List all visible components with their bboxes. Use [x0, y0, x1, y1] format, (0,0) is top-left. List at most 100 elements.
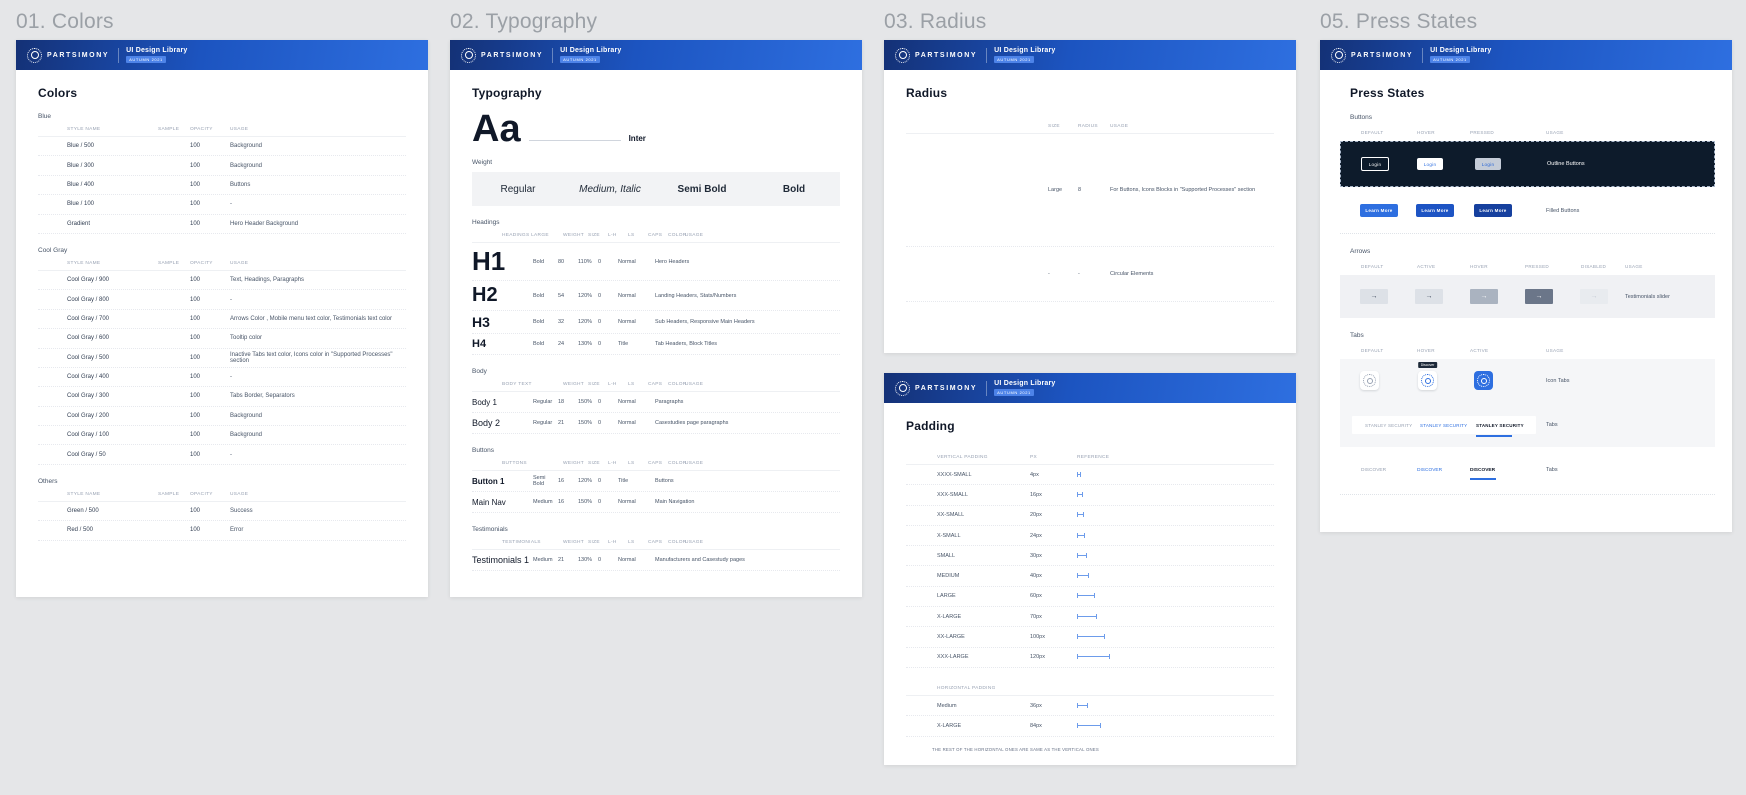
type-line-height: 150%	[578, 499, 593, 506]
login-button-pressed[interactable]: Login	[1475, 158, 1501, 170]
learn-more-button-hover[interactable]: Learn More	[1416, 204, 1454, 217]
arrow-button-default[interactable]: →	[1360, 289, 1388, 304]
learn-more-button-default[interactable]: Learn More	[1360, 204, 1398, 217]
col-usage: USAGE	[685, 233, 704, 239]
radius-artboard: PARTSIMONY UI Design Library AUTUMN 2021…	[884, 40, 1296, 353]
type-usage: Buttons	[655, 478, 674, 485]
col-opacity: OPACITY	[190, 491, 213, 497]
type-size: 21	[558, 557, 565, 564]
padding-reference-bar	[1077, 634, 1105, 640]
type-style-name: Main Nav	[472, 497, 506, 507]
col-sample: SAMPLE	[158, 260, 180, 266]
col-weight: WEIGHT	[563, 540, 584, 546]
color-opacity: 100	[190, 296, 201, 303]
arrow-button-active[interactable]: →	[1415, 289, 1443, 304]
padding-reference-bar	[1077, 552, 1087, 558]
product-block: UI Design Library AUTUMN 2021	[994, 380, 1055, 396]
type-style-name: Testimonials 1	[472, 555, 530, 566]
type-usage: Tab Headers, Block Titles	[655, 341, 718, 348]
padding-reference-bar	[1077, 471, 1081, 477]
col-headings-large: HEADINGS LARGE	[502, 233, 549, 239]
type-line-height: 130%	[578, 341, 593, 348]
col-usage: USAGE	[1546, 348, 1564, 353]
radius-size-value: Large	[1048, 187, 1063, 193]
padding-reference-bar	[1077, 702, 1088, 708]
login-button-default[interactable]: Login	[1361, 157, 1389, 171]
vertical-padding-rows: XXXX-SMALL 4px XXX-SMALL 16px XX-SMALL 20px X-…	[906, 465, 1274, 668]
type-caps: Title	[618, 341, 629, 348]
arrows-usage: Testimonials slider	[1625, 293, 1670, 300]
weight-bold: Bold	[782, 183, 806, 195]
type-letter-spacing: 0	[598, 258, 602, 265]
arrows-panel: → → → → → Testimonials slider	[1340, 275, 1715, 318]
discover-tab-active[interactable]: DISCOVER	[1470, 468, 1546, 480]
partsimony-logo-icon	[27, 47, 42, 63]
arrow-button-disabled[interactable]: →	[1580, 289, 1608, 304]
header-divider	[552, 47, 554, 63]
padding-footnote: THE REST OF THE HORIZONTAL ONES ARE SAME…	[932, 746, 1099, 752]
color-opacity: 100	[190, 181, 201, 188]
type-size: 24	[558, 341, 565, 348]
padding-row: XX-LARGE 100px	[906, 627, 1274, 648]
color-row: Red / 500 100 Error	[38, 521, 406, 541]
brand-logo: PARTSIMONY	[461, 47, 543, 63]
type-style-name: H4	[472, 338, 487, 351]
color-opacity: 100	[190, 393, 201, 400]
icon-tab-default[interactable]	[1360, 371, 1379, 390]
padding-px: 36px	[1030, 702, 1042, 709]
buttons-state-header: DEFAULT HOVER PRESSED USAGE	[1340, 130, 1715, 135]
icon-tab-active[interactable]	[1474, 371, 1493, 390]
horizontal-padding-label: HORIZONTAL PADDING	[937, 685, 996, 691]
padding-artboard: PARTSIMONY UI Design Library AUTUMN 2021…	[884, 373, 1296, 765]
col-default: DEFAULT	[1361, 130, 1384, 135]
padding-row: X-LARGE 84px	[906, 716, 1274, 737]
arrows-state-header: DEFAULT ACTIVE HOVER PRESSED DISABLED US…	[1340, 264, 1715, 269]
icon-tab-hover[interactable]: Discover	[1417, 362, 1438, 390]
product-name: UI Design Library	[560, 47, 622, 55]
color-style-name: Gradient	[67, 220, 91, 227]
color-usage: Tabs Border, Separators	[230, 393, 295, 400]
color-style-name: Cool Gray / 500	[67, 354, 110, 361]
padding-row: XXXX-SMALL 4px	[906, 465, 1274, 486]
type-line-height: 150%	[578, 420, 593, 427]
type-row: H4 Bold 24 130% 0 Title Tab Headers, Block Tit…	[472, 334, 840, 356]
padding-reference-bar	[1077, 512, 1084, 518]
type-usage: Manufacturers and Casestudy pages	[655, 557, 745, 564]
discover-tab-hover[interactable]: DISCOVER	[1417, 467, 1443, 473]
padding-reference-bar	[1077, 613, 1097, 619]
col-px: PX	[1030, 455, 1037, 460]
color-usage: Hero Header Background	[230, 220, 299, 227]
type-style-name: H3	[472, 314, 490, 331]
gear-icon	[1363, 374, 1376, 387]
arrow-button-hover[interactable]: →	[1470, 289, 1498, 304]
padding-reference-bar	[1077, 654, 1110, 660]
padding-row: LARGE 60px	[906, 587, 1274, 608]
type-size: 32	[558, 319, 565, 326]
col-hover: HOVER	[1470, 264, 1488, 269]
colors-artboard: PARTSIMONY UI Design Library AUTUMN 2021…	[16, 40, 428, 597]
text-tab-hover[interactable]: STANLEY SECURITY	[1420, 422, 1468, 428]
type-row: H3 Bold 32 120% 0 Normal Sub Headers, Responsi…	[472, 311, 840, 335]
color-usage: Inactive Tabs text color, Icons color in…	[230, 351, 393, 364]
text-tab-default[interactable]: STANLEY SECURITY	[1365, 422, 1413, 428]
app-header: PARTSIMONY UI Design Library AUTUMN 2021	[884, 373, 1296, 403]
weight-medium-italic: Medium, Italic	[579, 183, 641, 195]
color-row: Gradient 100 Hero Header Background	[38, 215, 406, 234]
col-sample: SAMPLE	[158, 491, 180, 497]
radius-usage: Circular Elements	[1110, 271, 1154, 277]
col-color: COLOR	[668, 233, 687, 239]
type-usage: Sub Headers, Responsive Main Headers	[655, 319, 755, 326]
frame-title-typography: 02. Typography	[450, 10, 598, 33]
color-opacity: 100	[190, 335, 201, 342]
col-usage: USAGE	[685, 461, 704, 467]
col-caps: CAPS	[648, 382, 663, 388]
col-usage: USAGE	[230, 491, 249, 497]
login-button-hover[interactable]: Login	[1417, 158, 1443, 170]
discover-tabs-usage: Tabs	[1546, 467, 1558, 473]
app-header: PARTSIMONY UI Design Library AUTUMN 2021	[450, 40, 862, 70]
discover-tab-default[interactable]: DISCOVER	[1361, 467, 1387, 473]
learn-more-button-pressed[interactable]: Learn More	[1474, 204, 1512, 217]
type-row: H1 Bold 80 110% 0 Normal Hero Headers	[472, 243, 840, 282]
text-tab-active[interactable]: STANLEY SECURITY	[1476, 423, 1536, 437]
arrow-button-pressed[interactable]: →	[1525, 289, 1553, 304]
